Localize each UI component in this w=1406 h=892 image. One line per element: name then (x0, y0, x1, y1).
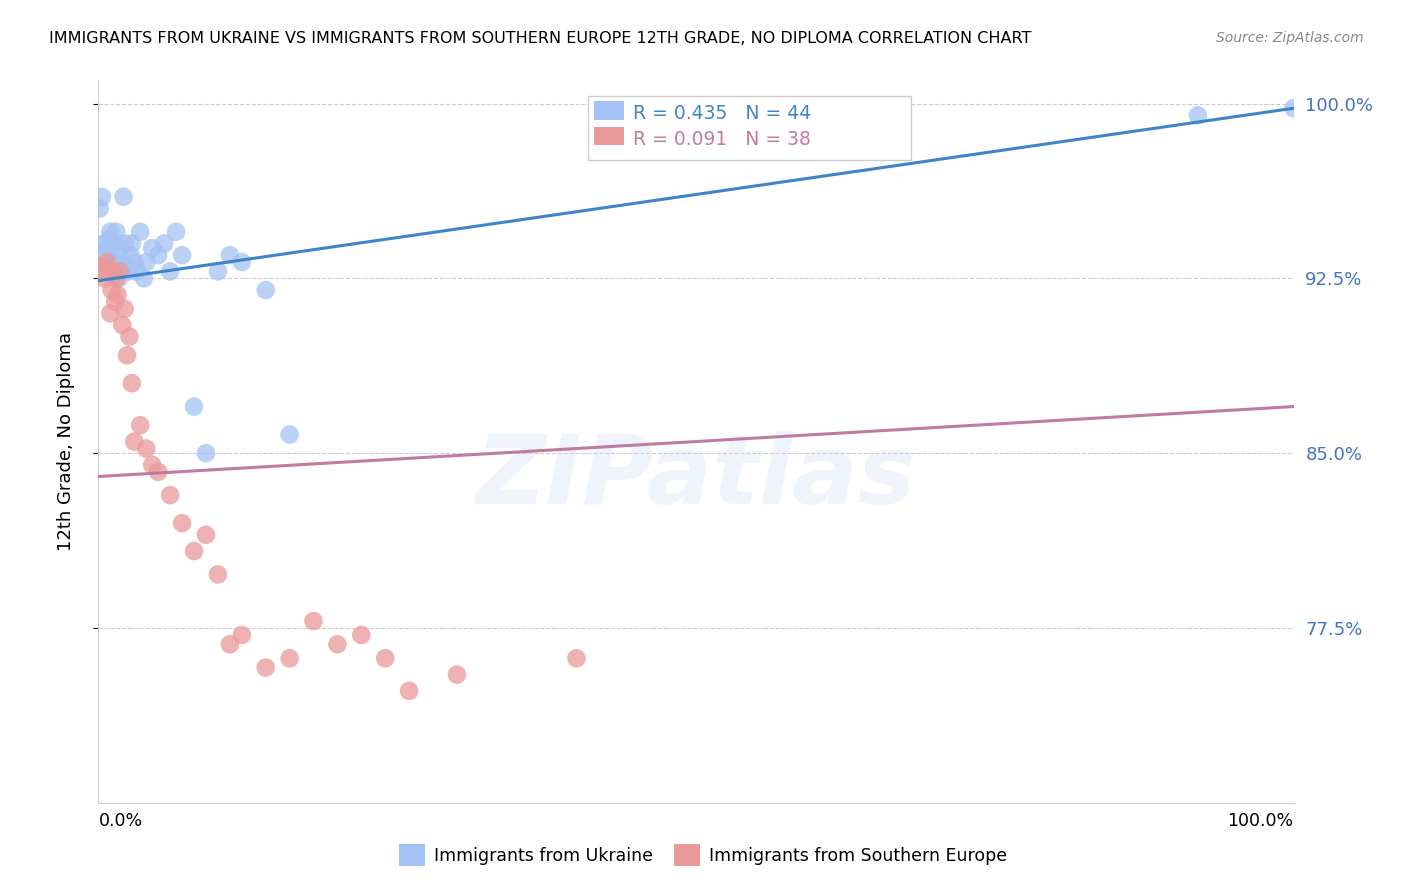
Point (98, 241, 122, 255)
Point (135, 255, 157, 269)
Point (159, 264, 181, 278)
Point (91, 190, 114, 204)
Point (107, 255, 129, 269)
Text: ZIPatlas: ZIPatlas (475, 431, 917, 524)
Point (105, 225, 128, 239)
Point (100, 255, 122, 269)
Legend: Immigrants from Ukraine, Immigrants from Southern Europe: Immigrants from Ukraine, Immigrants from… (392, 838, 1014, 872)
Text: 100.0%: 100.0% (1227, 812, 1294, 830)
Point (125, 264, 148, 278)
Point (112, 190, 135, 204)
Point (98, 306, 122, 320)
Point (565, 651, 588, 665)
Point (195, 446, 218, 460)
Point (89, 260, 111, 274)
Text: 0.0%: 0.0% (98, 812, 142, 830)
Point (141, 241, 163, 255)
Text: R = 0.435   N = 44: R = 0.435 N = 44 (633, 104, 811, 123)
Point (100, 283, 122, 297)
Point (254, 660, 277, 674)
Point (97, 260, 120, 274)
Point (135, 442, 157, 456)
Text: R = 0.091   N = 38: R = 0.091 N = 38 (633, 130, 810, 149)
Point (124, 255, 146, 269)
Point (446, 667, 468, 681)
Point (96, 255, 118, 269)
Point (350, 628, 373, 642)
Point (278, 427, 301, 442)
Point (96, 241, 118, 255)
Point (207, 264, 229, 278)
Point (398, 684, 420, 698)
Text: IMMIGRANTS FROM UKRAINE VS IMMIGRANTS FROM SOUTHERN EUROPE 12TH GRADE, NO DIPLOM: IMMIGRANTS FROM UKRAINE VS IMMIGRANTS FR… (49, 31, 1032, 46)
Point (231, 255, 253, 269)
Text: Source: ZipAtlas.com: Source: ZipAtlas.com (1216, 31, 1364, 45)
Point (129, 418, 152, 433)
Point (172, 248, 194, 262)
Point (124, 434, 146, 449)
Point (111, 318, 134, 332)
Point (254, 283, 277, 297)
Point (118, 329, 141, 343)
Point (94, 248, 117, 262)
Point (132, 271, 155, 285)
Point (183, 400, 205, 414)
Point (98, 232, 121, 246)
Point (129, 225, 152, 239)
Bar (595, 101, 624, 120)
Point (91, 264, 114, 278)
Point (105, 271, 128, 285)
Point (101, 264, 124, 278)
Point (278, 651, 301, 665)
Point (93, 271, 115, 285)
Point (165, 225, 187, 239)
Point (148, 248, 170, 262)
Point (121, 376, 143, 391)
Point (153, 236, 176, 251)
Point (115, 260, 138, 274)
Point (103, 260, 125, 274)
Point (326, 637, 349, 651)
Point (98, 264, 121, 278)
Y-axis label: 12th Grade, No Diploma: 12th Grade, No Diploma (56, 332, 75, 551)
Point (141, 458, 163, 472)
Point (219, 248, 242, 262)
Point (195, 528, 218, 542)
Point (104, 236, 127, 251)
Point (159, 488, 181, 502)
Point (172, 516, 194, 530)
FancyBboxPatch shape (589, 96, 911, 160)
Point (107, 271, 129, 285)
Point (108, 264, 131, 278)
Point (302, 614, 325, 628)
Point (101, 264, 124, 278)
Point (1187, 108, 1209, 122)
Point (111, 260, 134, 274)
Point (114, 301, 136, 316)
Point (107, 287, 129, 301)
Point (93, 236, 115, 251)
Point (183, 544, 205, 558)
Point (1282, 101, 1305, 115)
Point (108, 248, 131, 262)
Point (104, 294, 127, 309)
Point (114, 236, 136, 251)
Point (117, 264, 139, 278)
Point (219, 637, 242, 651)
Point (98, 225, 122, 239)
Point (121, 236, 143, 251)
Point (115, 348, 138, 362)
Point (120, 248, 142, 262)
Point (89, 202, 111, 216)
Point (207, 567, 229, 582)
Bar (595, 127, 624, 145)
Point (148, 465, 170, 479)
Point (231, 628, 253, 642)
Point (374, 651, 396, 665)
